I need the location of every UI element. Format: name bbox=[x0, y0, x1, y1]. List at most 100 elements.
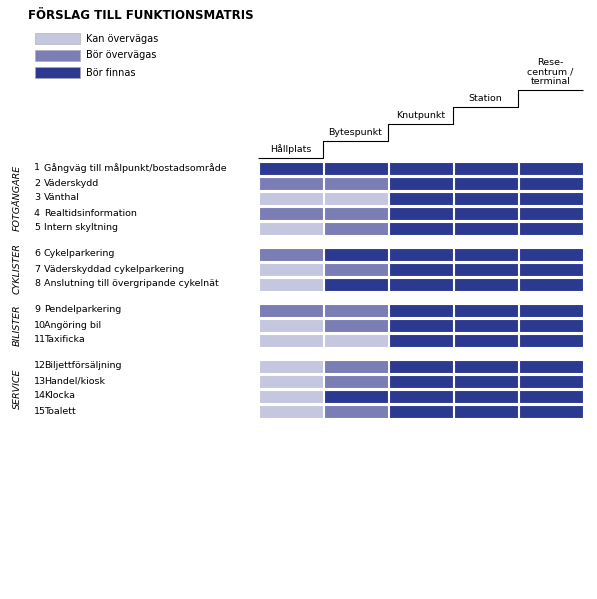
Text: 9: 9 bbox=[34, 305, 40, 314]
Text: Knutpunkt: Knutpunkt bbox=[396, 111, 445, 120]
Text: Bör övervägas: Bör övervägas bbox=[86, 50, 156, 60]
Bar bbox=[389, 162, 453, 174]
Text: Intern skyltning: Intern skyltning bbox=[44, 223, 118, 232]
Text: 11: 11 bbox=[34, 335, 46, 344]
Text: FOTGÄNGARE: FOTGÄNGARE bbox=[13, 165, 21, 231]
Bar bbox=[259, 404, 322, 418]
Text: Bytespunkt: Bytespunkt bbox=[328, 128, 383, 137]
Bar bbox=[454, 334, 518, 346]
Bar bbox=[259, 162, 322, 174]
Bar bbox=[519, 207, 583, 219]
Bar bbox=[389, 404, 453, 418]
Bar bbox=[259, 374, 322, 388]
Text: 14: 14 bbox=[34, 392, 46, 401]
Bar bbox=[389, 304, 453, 316]
Text: 12: 12 bbox=[34, 362, 46, 371]
Bar bbox=[454, 247, 518, 261]
Bar bbox=[519, 262, 583, 276]
Bar bbox=[389, 207, 453, 219]
Bar bbox=[259, 222, 322, 234]
Text: Pendelparkering: Pendelparkering bbox=[44, 305, 121, 314]
Text: Gångväg till målpunkt/bostadsområde: Gångväg till målpunkt/bostadsområde bbox=[44, 163, 227, 173]
Bar bbox=[389, 222, 453, 234]
Bar bbox=[324, 207, 387, 219]
Bar bbox=[259, 177, 322, 189]
Bar bbox=[519, 319, 583, 331]
Bar bbox=[454, 262, 518, 276]
Bar bbox=[259, 389, 322, 403]
Bar bbox=[324, 192, 387, 204]
Text: Hållplats: Hållplats bbox=[270, 144, 311, 154]
Bar bbox=[454, 207, 518, 219]
Bar bbox=[324, 374, 387, 388]
Bar bbox=[389, 334, 453, 346]
Bar bbox=[324, 162, 387, 174]
Bar bbox=[389, 192, 453, 204]
Bar bbox=[454, 389, 518, 403]
Text: Väderskyddad cykelparkering: Väderskyddad cykelparkering bbox=[44, 265, 184, 274]
Text: Väderskydd: Väderskydd bbox=[44, 179, 99, 187]
Bar bbox=[35, 33, 80, 44]
Text: Biljettförsäljning: Biljettförsäljning bbox=[44, 362, 122, 371]
Bar bbox=[324, 319, 387, 331]
Bar bbox=[389, 374, 453, 388]
Bar bbox=[324, 222, 387, 234]
Bar bbox=[324, 262, 387, 276]
Text: Taxificka: Taxificka bbox=[44, 335, 85, 344]
Bar bbox=[519, 359, 583, 373]
Bar bbox=[519, 404, 583, 418]
Bar bbox=[324, 177, 387, 189]
Bar bbox=[259, 247, 322, 261]
Text: 8: 8 bbox=[34, 280, 40, 289]
Bar bbox=[454, 277, 518, 291]
Bar bbox=[519, 192, 583, 204]
Text: Handel/kiosk: Handel/kiosk bbox=[44, 377, 105, 386]
Bar bbox=[259, 192, 322, 204]
Bar bbox=[454, 319, 518, 331]
Text: FÖRSLAG TILL FUNKTIONSMATRIS: FÖRSLAG TILL FUNKTIONSMATRIS bbox=[28, 9, 254, 22]
Bar bbox=[454, 404, 518, 418]
Bar bbox=[454, 162, 518, 174]
Bar bbox=[35, 67, 80, 78]
Bar bbox=[519, 277, 583, 291]
Bar bbox=[35, 50, 80, 61]
Text: 6: 6 bbox=[34, 250, 40, 259]
Text: Bör finnas: Bör finnas bbox=[86, 68, 136, 77]
Bar bbox=[259, 304, 322, 316]
Text: 15: 15 bbox=[34, 407, 46, 416]
Bar bbox=[519, 304, 583, 316]
Bar bbox=[519, 389, 583, 403]
Text: 3: 3 bbox=[34, 193, 40, 202]
Bar bbox=[389, 389, 453, 403]
Text: Kan övervägas: Kan övervägas bbox=[86, 34, 158, 44]
Text: 2: 2 bbox=[34, 179, 40, 187]
Bar bbox=[324, 304, 387, 316]
Bar bbox=[324, 247, 387, 261]
Bar bbox=[389, 262, 453, 276]
Bar bbox=[519, 162, 583, 174]
Bar bbox=[454, 304, 518, 316]
Text: BILISTER: BILISTER bbox=[13, 304, 21, 346]
Bar bbox=[389, 177, 453, 189]
Text: 13: 13 bbox=[34, 377, 46, 386]
Bar bbox=[389, 359, 453, 373]
Bar bbox=[324, 404, 387, 418]
Text: Vänthal: Vänthal bbox=[44, 193, 80, 202]
Text: Klocka: Klocka bbox=[44, 392, 75, 401]
Text: 1: 1 bbox=[34, 164, 40, 173]
Text: 7: 7 bbox=[34, 265, 40, 274]
Bar bbox=[324, 334, 387, 346]
Bar bbox=[259, 207, 322, 219]
Text: Toalett: Toalett bbox=[44, 407, 76, 416]
Bar bbox=[259, 277, 322, 291]
Text: Realtidsinformation: Realtidsinformation bbox=[44, 208, 137, 217]
Text: 10: 10 bbox=[34, 320, 46, 329]
Text: Rese-
centrum /
terminal: Rese- centrum / terminal bbox=[527, 58, 574, 86]
Bar bbox=[519, 374, 583, 388]
Bar bbox=[259, 359, 322, 373]
Text: Angöring bil: Angöring bil bbox=[44, 320, 101, 329]
Text: 5: 5 bbox=[34, 223, 40, 232]
Bar bbox=[454, 222, 518, 234]
Bar bbox=[389, 319, 453, 331]
Bar bbox=[519, 177, 583, 189]
